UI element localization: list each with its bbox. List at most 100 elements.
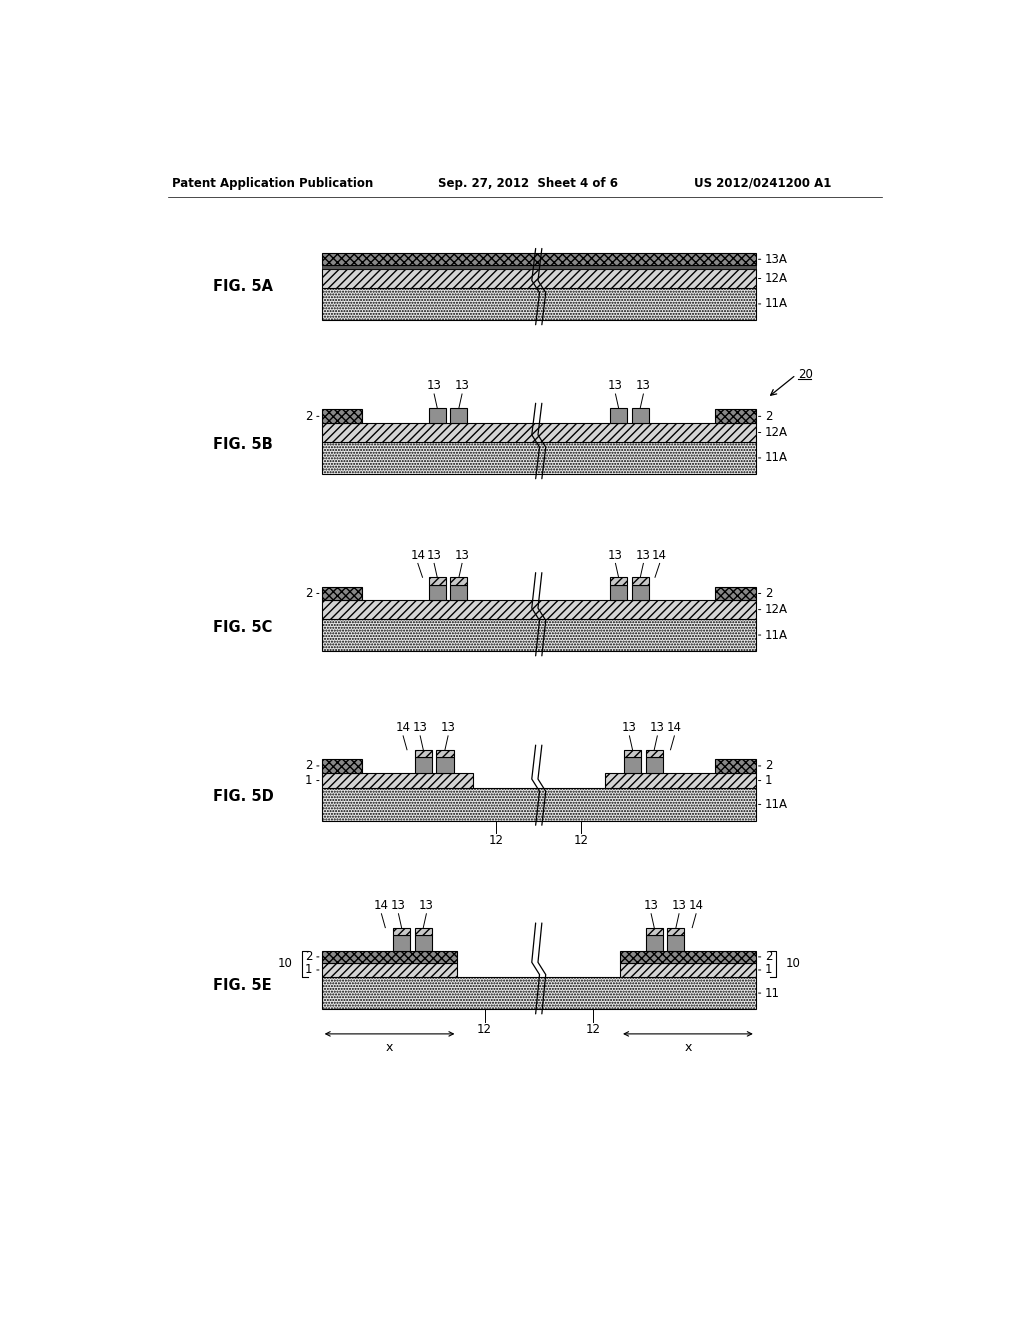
Text: 2: 2 bbox=[305, 950, 312, 964]
Text: 13: 13 bbox=[391, 899, 406, 912]
Bar bbox=[646, 750, 663, 758]
Text: 14: 14 bbox=[652, 549, 668, 562]
Bar bbox=[716, 409, 756, 424]
Bar bbox=[415, 758, 432, 774]
Bar bbox=[621, 950, 756, 964]
Bar bbox=[322, 950, 458, 964]
Bar bbox=[646, 928, 663, 936]
Text: 12: 12 bbox=[573, 834, 589, 847]
Bar bbox=[429, 585, 445, 601]
Text: 20: 20 bbox=[799, 368, 813, 381]
Text: 13: 13 bbox=[413, 721, 428, 734]
Bar bbox=[451, 585, 467, 601]
Bar bbox=[436, 758, 454, 774]
Text: 1: 1 bbox=[765, 774, 772, 787]
Bar bbox=[322, 265, 756, 269]
Text: 2: 2 bbox=[765, 409, 772, 422]
Text: FIG. 5B: FIG. 5B bbox=[213, 437, 273, 453]
Text: 13: 13 bbox=[455, 379, 469, 392]
Text: x: x bbox=[385, 1040, 393, 1053]
Bar bbox=[322, 619, 756, 651]
Bar bbox=[322, 601, 756, 619]
Text: 2: 2 bbox=[305, 587, 312, 601]
Text: 13: 13 bbox=[650, 721, 665, 734]
Bar bbox=[668, 928, 684, 936]
Text: Sep. 27, 2012  Sheet 4 of 6: Sep. 27, 2012 Sheet 4 of 6 bbox=[438, 177, 618, 190]
Bar bbox=[632, 577, 649, 585]
Bar bbox=[415, 750, 432, 758]
Bar bbox=[451, 408, 467, 424]
Bar bbox=[322, 586, 362, 601]
Bar bbox=[610, 408, 627, 424]
Text: 13: 13 bbox=[427, 379, 441, 392]
Text: 11A: 11A bbox=[765, 451, 788, 465]
Text: 13: 13 bbox=[622, 721, 637, 734]
Text: FIG. 5A: FIG. 5A bbox=[213, 280, 273, 294]
Text: 13: 13 bbox=[440, 721, 456, 734]
Bar bbox=[322, 424, 756, 442]
Text: FIG. 5D: FIG. 5D bbox=[213, 789, 274, 804]
Bar bbox=[668, 936, 684, 950]
Bar bbox=[322, 269, 756, 288]
Bar bbox=[393, 936, 410, 950]
Text: 13: 13 bbox=[455, 549, 469, 562]
Bar bbox=[632, 408, 649, 424]
Text: 13: 13 bbox=[608, 549, 623, 562]
Text: US 2012/0241200 A1: US 2012/0241200 A1 bbox=[693, 177, 831, 190]
Text: 2: 2 bbox=[305, 409, 312, 422]
Text: 11A: 11A bbox=[765, 628, 788, 642]
Text: 10: 10 bbox=[278, 957, 292, 970]
Text: 2: 2 bbox=[765, 950, 772, 964]
Bar bbox=[429, 408, 445, 424]
Bar bbox=[624, 750, 641, 758]
Text: 1: 1 bbox=[305, 964, 312, 977]
Text: 1: 1 bbox=[765, 964, 772, 977]
Bar bbox=[415, 928, 432, 936]
Bar bbox=[646, 936, 663, 950]
Text: 13: 13 bbox=[427, 549, 441, 562]
Text: 14: 14 bbox=[411, 549, 425, 562]
Bar bbox=[322, 288, 756, 321]
Text: FIG. 5E: FIG. 5E bbox=[213, 978, 272, 993]
Text: 14: 14 bbox=[688, 899, 703, 912]
Bar bbox=[604, 774, 756, 788]
Bar bbox=[322, 759, 362, 774]
Text: 14: 14 bbox=[374, 899, 389, 912]
Bar bbox=[322, 964, 458, 977]
Bar bbox=[322, 253, 756, 265]
Bar bbox=[322, 788, 756, 821]
Text: 2: 2 bbox=[765, 759, 772, 772]
Bar bbox=[322, 409, 362, 424]
Text: 1: 1 bbox=[305, 774, 312, 787]
Text: 2: 2 bbox=[765, 587, 772, 601]
Text: 12A: 12A bbox=[765, 603, 788, 616]
Text: 12: 12 bbox=[586, 1023, 600, 1036]
Text: FIG. 5C: FIG. 5C bbox=[213, 620, 272, 635]
Bar bbox=[610, 577, 627, 585]
Bar bbox=[429, 577, 445, 585]
Text: 13: 13 bbox=[608, 379, 623, 392]
Text: 13: 13 bbox=[644, 899, 658, 912]
Bar bbox=[610, 585, 627, 601]
Bar bbox=[451, 577, 467, 585]
Bar bbox=[322, 442, 756, 474]
Bar bbox=[415, 936, 432, 950]
Text: 13: 13 bbox=[419, 899, 434, 912]
Text: 12A: 12A bbox=[765, 426, 788, 440]
Bar bbox=[716, 586, 756, 601]
Text: 11A: 11A bbox=[765, 297, 788, 310]
Text: 12: 12 bbox=[477, 1023, 492, 1036]
Text: 11A: 11A bbox=[765, 797, 788, 810]
Text: 12: 12 bbox=[488, 834, 504, 847]
Text: 2: 2 bbox=[305, 759, 312, 772]
Bar bbox=[632, 585, 649, 601]
Text: x: x bbox=[685, 1040, 692, 1053]
Text: 13A: 13A bbox=[765, 252, 787, 265]
Text: 12A: 12A bbox=[765, 272, 788, 285]
Bar bbox=[621, 964, 756, 977]
Text: 13: 13 bbox=[672, 899, 686, 912]
Bar bbox=[322, 977, 756, 1010]
Text: Patent Application Publication: Patent Application Publication bbox=[172, 177, 374, 190]
Bar bbox=[436, 750, 454, 758]
Bar bbox=[646, 758, 663, 774]
